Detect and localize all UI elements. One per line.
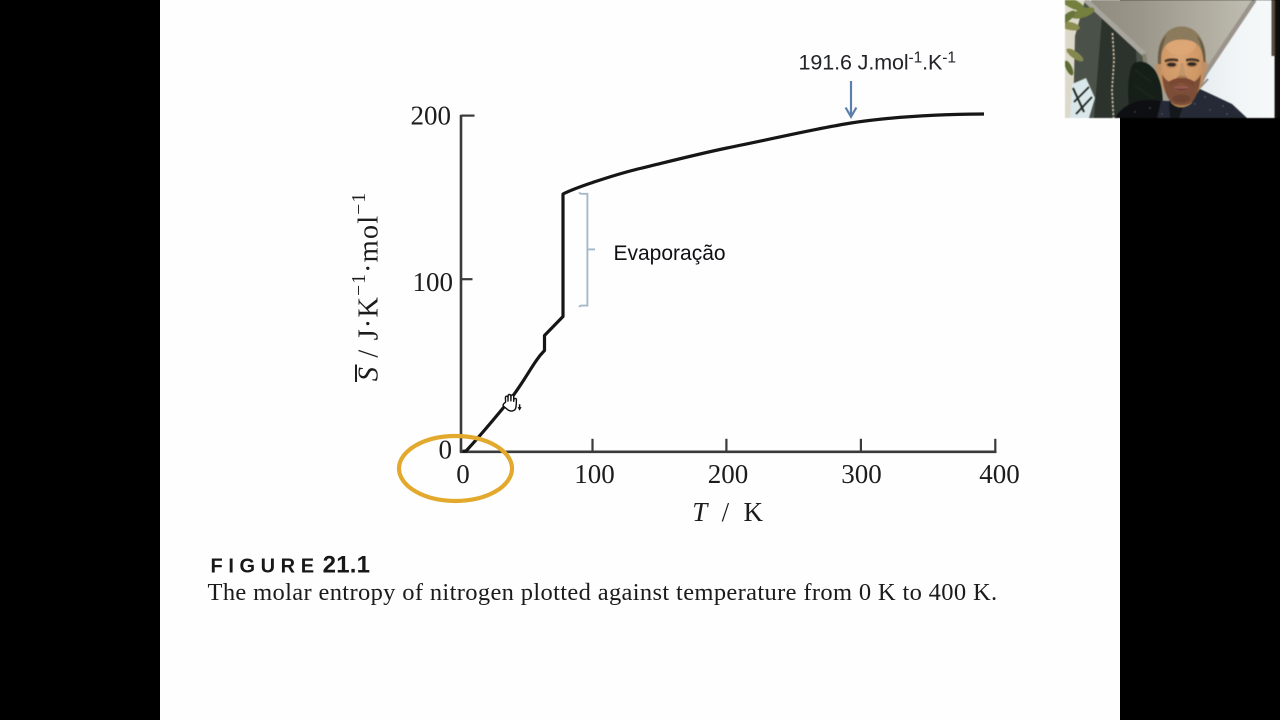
svg-text:300: 300 xyxy=(841,459,882,489)
svg-text:T / K: T / K xyxy=(692,497,767,527)
svg-text:S / J·K−1·mol−1: S / J·K−1·mol−1 xyxy=(349,192,385,381)
svg-text:Evaporação: Evaporação xyxy=(614,242,726,265)
svg-text:100: 100 xyxy=(574,459,615,489)
svg-text:100: 100 xyxy=(413,267,454,297)
svg-text:400: 400 xyxy=(979,459,1020,489)
svg-text:191.6 J.mol-1.K-1: 191.6 J.mol-1.K-1 xyxy=(799,50,956,75)
svg-text:The molar entropy of nitrogen: The molar entropy of nitrogen plotted ag… xyxy=(208,579,998,606)
svg-text:200: 200 xyxy=(708,459,749,489)
svg-text:0: 0 xyxy=(456,459,470,489)
svg-text:200: 200 xyxy=(411,101,452,131)
svg-text:0: 0 xyxy=(439,435,453,465)
